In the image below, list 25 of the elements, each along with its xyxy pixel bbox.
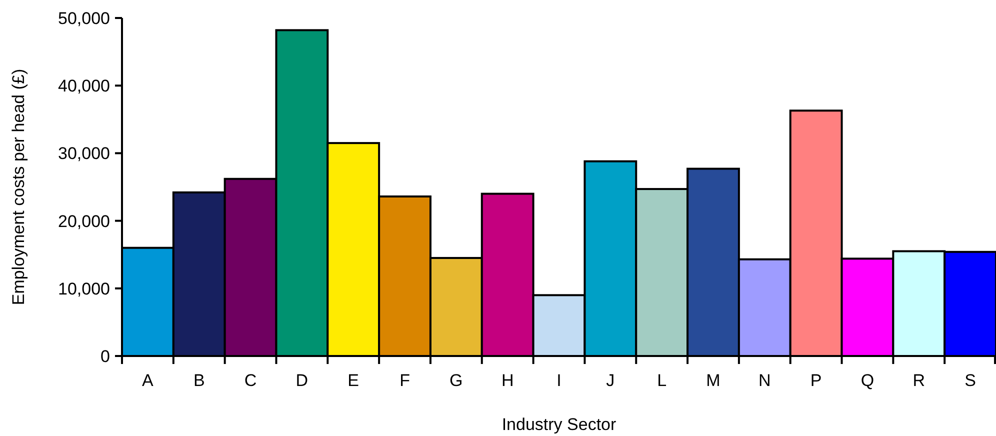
y-tick-label: 0 [100, 346, 110, 366]
x-tick-label: J [606, 371, 615, 390]
x-tick-label: C [244, 371, 257, 390]
y-tick-label: 30,000 [58, 144, 110, 164]
x-tick-label: A [142, 371, 154, 390]
y-axis-title: Employment costs per head (£) [9, 68, 28, 306]
x-tick-label: F [400, 371, 410, 390]
y-tick-label: 50,000 [58, 8, 110, 28]
x-tick-label: M [706, 371, 720, 390]
x-tick-label: E [348, 371, 360, 390]
x-tick-label: P [810, 371, 822, 390]
x-tick-label: N [758, 371, 771, 390]
x-tick-label: I [556, 371, 562, 390]
y-tick-label: 10,000 [58, 279, 110, 298]
x-tick-label: D [296, 371, 308, 390]
x-tick-label: Q [860, 371, 874, 390]
y-tick-label: 20,000 [58, 212, 110, 231]
x-tick-label: H [501, 371, 514, 390]
x-tick-label: R [912, 371, 926, 390]
x-axis-title: Industry Sector [502, 415, 616, 434]
x-tick-label: L [657, 371, 667, 390]
x-tick-label: B [193, 371, 205, 390]
x-tick-label: S [964, 371, 976, 390]
x-tick-label: G [450, 371, 463, 390]
y-tick-label: 40,000 [58, 76, 110, 96]
